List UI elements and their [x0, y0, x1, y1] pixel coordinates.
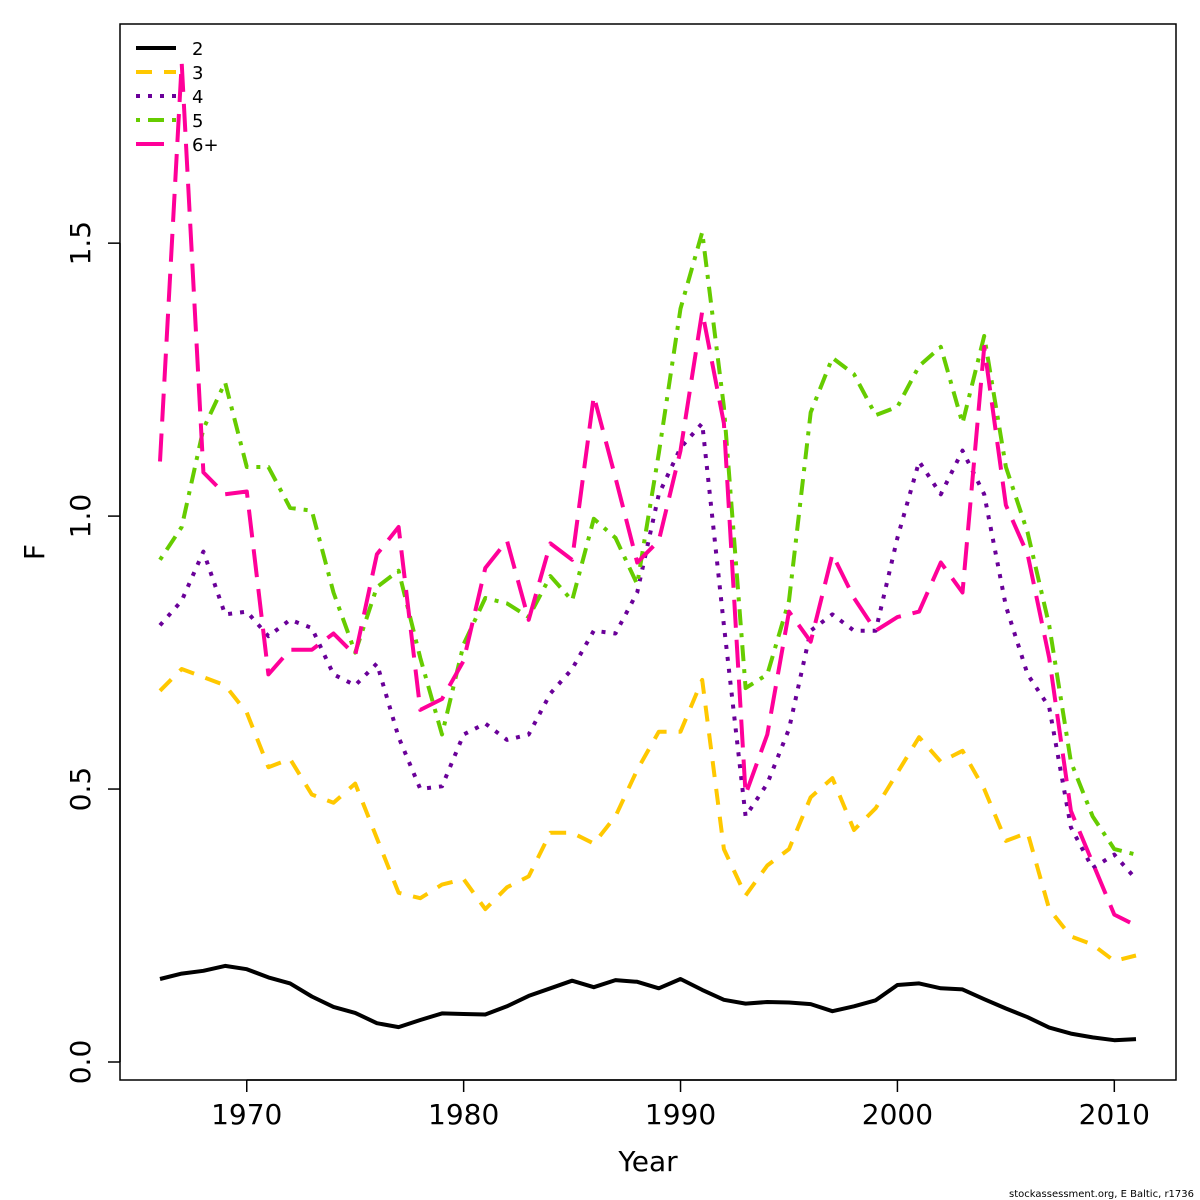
legend-label: 2 [192, 39, 203, 60]
y-tick-label: 0.5 [64, 767, 97, 812]
legend-label: 6+ [192, 135, 219, 156]
y-axis-title: F [18, 544, 51, 560]
legend-label: 5 [192, 111, 203, 132]
legend-label: 4 [192, 87, 203, 108]
legend-label: 3 [192, 63, 203, 84]
x-tick-label: 1990 [645, 1098, 716, 1131]
x-axis: 1970 1980 1990 2000 2010 [211, 1079, 1150, 1131]
series-line-3 [158, 667, 1137, 963]
y-tick-label: 1.0 [64, 494, 97, 539]
series-line-2 [159, 963, 1137, 1043]
series-line-5 [158, 230, 1137, 857]
y-tick-label: 1.5 [64, 221, 97, 266]
credit-text: stockassessment.org, E Baltic, r1736 [1009, 1189, 1194, 1200]
x-tick-label: 2010 [1079, 1098, 1150, 1131]
series-line-6plus [158, 61, 1137, 928]
y-tick-label: 0.0 [64, 1040, 97, 1085]
x-tick-label: 1970 [211, 1098, 282, 1131]
y-axis: 0.0 0.5 1.0 1.5 [64, 221, 121, 1085]
x-tick-label: 2000 [862, 1098, 933, 1131]
x-tick-label: 1980 [428, 1098, 499, 1131]
x-axis-title: Year [617, 1145, 678, 1178]
legend: 2 3 4 5 6+ [136, 39, 219, 156]
series-lines [158, 61, 1138, 1043]
